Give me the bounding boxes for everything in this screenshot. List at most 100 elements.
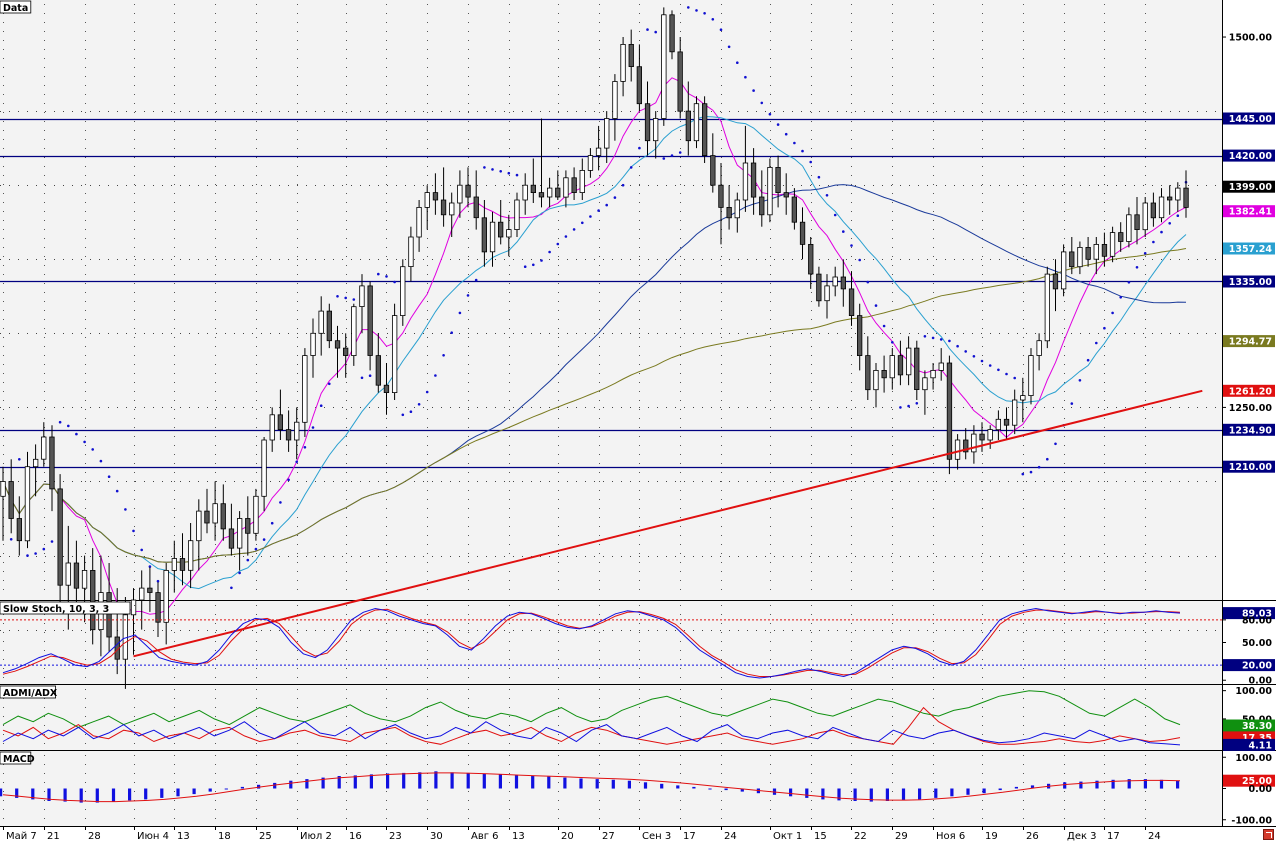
price-marker-box: [1223, 738, 1275, 751]
price-marker-box: [1223, 242, 1275, 255]
candle-body: [383, 384, 390, 394]
candle-body: [522, 184, 528, 201]
sar-dot: [858, 258, 861, 262]
macd-histogram-bar: [579, 778, 583, 789]
sar-dot: [964, 350, 967, 353]
sar-dot: [850, 244, 853, 247]
candle-body: [8, 481, 14, 519]
candle-body: [1020, 395, 1026, 401]
candle-body: [938, 362, 944, 371]
candle-body: [1142, 202, 1148, 231]
sar-dot: [882, 324, 886, 328]
macd-histogram-bar: [1127, 779, 1131, 789]
candle-body: [310, 332, 316, 356]
sar-dot: [311, 426, 315, 429]
x-tick-label: 16: [349, 831, 362, 842]
macd-panel-label: MACD: [3, 754, 35, 765]
sar-dot: [719, 28, 723, 32]
stoch-k-line: [2, 607, 1181, 679]
macd-histogram-bar: [1030, 785, 1035, 789]
di-minus-line: [2, 706, 1181, 745]
candle-body: [946, 362, 953, 460]
candle-body: [669, 14, 675, 53]
candle-body: [432, 192, 439, 201]
candle-body: [930, 369, 936, 379]
candle-body: [848, 288, 855, 316]
sar-dot: [115, 489, 119, 493]
sar-dot: [9, 538, 13, 541]
x-tick-label: Май 7: [6, 831, 37, 842]
sar-dot: [817, 175, 821, 179]
price-marker-label: 1210.00: [1229, 462, 1273, 473]
candle-body: [90, 570, 96, 631]
candle-body: [710, 155, 716, 186]
candle-body: [1134, 214, 1140, 231]
candle-body: [718, 184, 724, 208]
candle-body: [987, 429, 993, 441]
sar-dot: [50, 540, 54, 543]
sar-dot: [368, 374, 372, 378]
candle-body: [767, 166, 773, 216]
candle-body: [318, 310, 324, 334]
candle-body: [261, 439, 267, 497]
candle-body: [685, 110, 691, 142]
macd-histogram-bar: [1014, 786, 1018, 789]
macd-histogram-bar: [514, 775, 519, 789]
candle-body: [612, 81, 618, 119]
x-tick-label: 24: [724, 831, 737, 842]
sar-dot: [1054, 442, 1057, 446]
macd-histogram-bar: [1095, 780, 1099, 789]
macd-histogram-bar: [918, 788, 922, 800]
candle-body: [653, 118, 659, 142]
macd-histogram-bar: [0, 788, 3, 797]
price-marker-box: [1223, 180, 1275, 193]
x-tick-label: 28: [88, 831, 101, 842]
macd-histogram-bar: [289, 780, 293, 789]
sar-dot: [1095, 341, 1098, 345]
x-tick-label: Июн 4: [137, 831, 169, 842]
macd-histogram-bar: [789, 788, 793, 797]
sar-dot: [874, 304, 878, 307]
sar-dot: [727, 45, 731, 49]
corner-menu-icon[interactable]: [1263, 829, 1274, 840]
sar-dot: [597, 209, 600, 212]
candle-body: [1109, 232, 1116, 257]
candle-body: [824, 285, 830, 302]
axis-label: -100.00: [1231, 815, 1272, 826]
candle-body: [530, 184, 536, 193]
sar-dot: [532, 263, 535, 267]
candle-body: [24, 466, 31, 542]
sar-dot: [140, 548, 143, 552]
sar-dot: [1013, 376, 1016, 380]
price-marker-label: 1357.24: [1229, 244, 1273, 255]
sar-dot: [75, 432, 78, 436]
ma-mid-line: [2, 115, 1187, 590]
sar-dot: [744, 75, 747, 79]
candle-body: [269, 414, 275, 441]
macd-signal-line: [2, 772, 1181, 803]
macd-histogram-bar: [740, 788, 744, 792]
candle-body: [1183, 187, 1189, 208]
candle-body: [1044, 273, 1050, 342]
candle-body: [65, 562, 71, 586]
candle-body: [1158, 196, 1165, 219]
sar-dot: [997, 368, 1000, 372]
sar-dot: [1152, 240, 1155, 244]
candle-body: [220, 503, 226, 530]
candle-body: [579, 169, 585, 193]
macd-histogram-bar: [998, 788, 1002, 791]
sar-dot: [1168, 222, 1171, 225]
price-marker-box: [1223, 275, 1275, 288]
x-tick-label: 13: [177, 831, 190, 842]
candle-body: [808, 243, 814, 275]
candle-body: [253, 495, 259, 534]
sar-dot: [931, 336, 935, 340]
sar-dot: [678, 151, 682, 154]
stoch-panel-label: Slow Stoch, 10, 3, 3: [3, 604, 109, 615]
macd-histogram-bar: [402, 772, 406, 789]
sar-dot: [752, 89, 755, 92]
macd-histogram-bar: [79, 788, 83, 803]
